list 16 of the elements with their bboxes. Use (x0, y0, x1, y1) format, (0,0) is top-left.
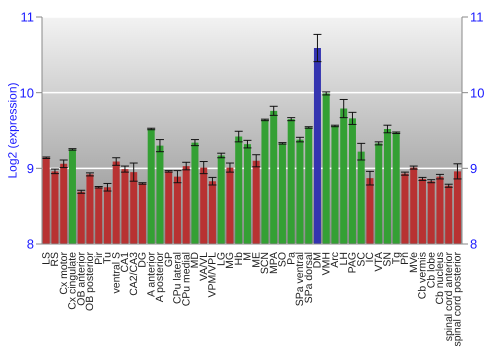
x-tick-label: A posterior (154, 252, 166, 302)
x-tick-label: OB posterior (84, 252, 96, 311)
y-tick-label: 9 (26, 160, 34, 176)
y-tick-label: 10 (20, 85, 34, 100)
x-tick-label: MVe (408, 252, 420, 274)
y2-tick-label: 9 (470, 160, 478, 176)
y-tick-label: 11 (20, 10, 34, 25)
y2-tick-label: 11 (470, 10, 484, 25)
y-tick-label: 8 (26, 236, 34, 252)
y2-tick-label: 10 (470, 85, 484, 100)
x-tick-label: DG (136, 252, 149, 268)
x-tick-label: RS (49, 252, 62, 267)
x-tick-label: Tg (390, 252, 402, 264)
y-axis-title: Log2 (expression) (5, 82, 20, 179)
x-tick-label: spinal cord posterior (452, 251, 464, 347)
y2-tick-label: 8 (470, 236, 478, 252)
